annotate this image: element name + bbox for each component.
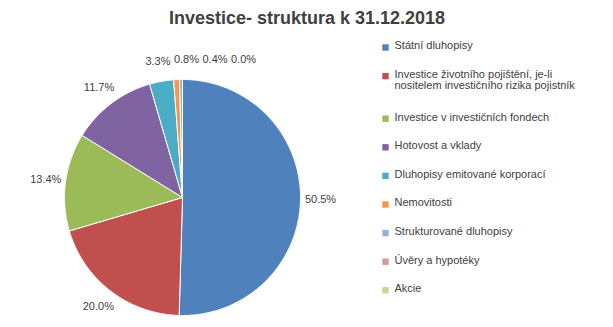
svg-text:3.3%: 3.3% [145, 55, 170, 67]
svg-text:Investice v investičních fonde: Investice v investičních fondech [395, 111, 550, 123]
svg-text:0.4%: 0.4% [202, 53, 227, 65]
svg-text:Státní dluhopisy: Státní dluhopisy [395, 39, 474, 51]
svg-text:11.7%: 11.7% [84, 81, 115, 93]
svg-text:Investice- struktura k 31.12.2: Investice- struktura k 31.12.2018 [169, 8, 445, 28]
svg-text:0.0%: 0.0% [231, 53, 256, 65]
svg-text:13.4%: 13.4% [30, 173, 61, 185]
svg-text:Úvěry a hypotéky: Úvěry a hypotéky [395, 254, 480, 266]
svg-text:50.5%: 50.5% [305, 193, 336, 205]
svg-text:Investice životního pojištění,: Investice životního pojištění, je-linosi… [395, 68, 576, 91]
svg-text:Nemovitosti: Nemovitosti [395, 196, 452, 208]
svg-text:0.8%: 0.8% [174, 53, 199, 65]
svg-text:20.0%: 20.0% [83, 300, 114, 312]
svg-text:Hotovost a vklady: Hotovost a vklady [395, 139, 482, 151]
svg-text:Dluhopisy emitované korporací: Dluhopisy emitované korporací [395, 168, 546, 180]
svg-text:Akcie: Akcie [395, 282, 422, 294]
svg-text:Strukturované dluhopisy: Strukturované dluhopisy [395, 225, 514, 237]
